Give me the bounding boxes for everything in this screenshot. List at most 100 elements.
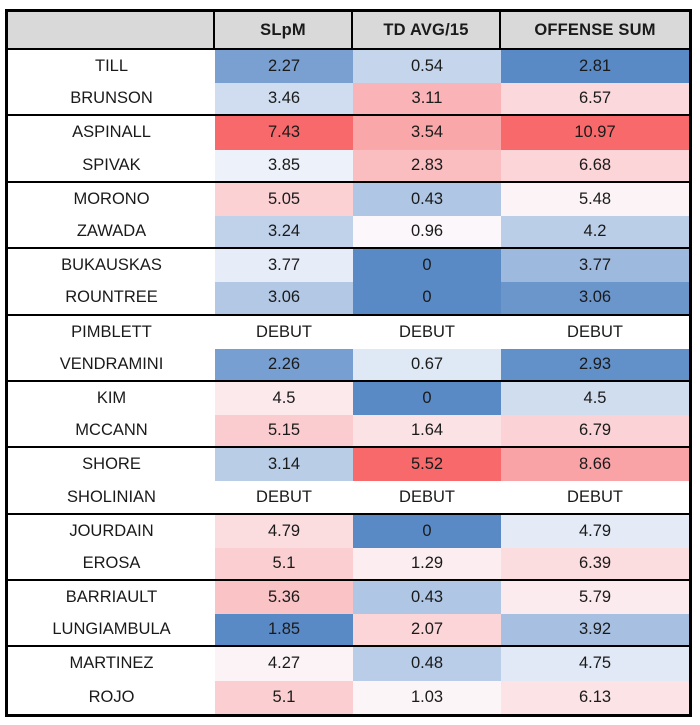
table-row: JOURDAIN 4.79 0 4.79 — [8, 514, 689, 548]
stat-cell[interactable]: DEBUT — [353, 481, 501, 513]
table-row: BUKAUSKAS 3.77 0 3.77 — [8, 249, 689, 283]
stat-cell[interactable]: 6.79 — [501, 415, 689, 447]
column-header-td-avg[interactable]: TD AVG/15 — [353, 12, 501, 48]
table-row: VENDRAMINI 2.26 0.67 2.93 — [8, 348, 689, 382]
fighter-name-cell[interactable]: JOURDAIN — [8, 514, 215, 548]
table-row: ASPINALL 7.43 3.54 10.97 — [8, 116, 689, 150]
stat-cell[interactable]: DEBUT — [215, 315, 353, 349]
fighter-name-cell[interactable]: BRUNSON — [8, 83, 215, 115]
stat-cell[interactable]: 5.05 — [215, 182, 353, 216]
fighter-name-cell[interactable]: KIM — [8, 381, 215, 416]
fighter-name-cell[interactable]: BUKAUSKAS — [8, 249, 215, 283]
stat-cell[interactable]: 3.11 — [353, 83, 501, 115]
fighter-name-cell[interactable]: PIMBLETT — [8, 315, 215, 349]
stat-cell[interactable]: 0.43 — [353, 182, 501, 216]
stat-cell[interactable]: 3.06 — [501, 282, 689, 314]
fighter-name-cell[interactable]: SPIVAK — [8, 149, 215, 181]
stat-cell[interactable]: DEBUT — [215, 481, 353, 513]
stat-cell[interactable]: 2.81 — [501, 50, 689, 84]
fighter-name-cell[interactable]: ROJO — [8, 680, 215, 714]
stat-cell[interactable]: 7.43 — [215, 116, 353, 150]
fighter-name-cell[interactable]: ZAWADA — [8, 215, 215, 248]
stat-cell[interactable]: 0 — [353, 249, 501, 283]
stat-cell[interactable]: DEBUT — [501, 315, 689, 349]
stat-cell[interactable]: 5.1 — [215, 680, 353, 714]
stat-cell[interactable]: 0 — [353, 282, 501, 314]
table-row: PIMBLETT DEBUT DEBUT DEBUT — [8, 315, 689, 349]
fighter-name-cell[interactable]: ASPINALL — [8, 116, 215, 150]
column-header-offense-sum[interactable]: OFFENSE SUM — [501, 12, 689, 48]
fighter-name-cell[interactable]: EROSA — [8, 547, 215, 579]
stat-cell[interactable]: 1.03 — [353, 680, 501, 714]
stat-cell[interactable]: 2.07 — [353, 614, 501, 646]
stat-cell[interactable]: 0.67 — [353, 348, 501, 380]
stat-cell[interactable]: 6.68 — [501, 149, 689, 181]
stat-cell[interactable]: 3.92 — [501, 614, 689, 646]
stat-cell[interactable]: 4.79 — [215, 514, 353, 548]
fighter-name-cell[interactable]: SHORE — [8, 448, 215, 482]
stat-cell[interactable]: 3.54 — [353, 116, 501, 150]
stat-cell[interactable]: 4.5 — [215, 381, 353, 416]
stat-cell[interactable]: 3.14 — [215, 448, 353, 482]
stat-cell[interactable]: 3.77 — [501, 249, 689, 283]
stat-cell[interactable]: 5.48 — [501, 182, 689, 216]
stat-cell[interactable]: 0 — [353, 381, 501, 416]
table-row: MARTINEZ 4.27 0.48 4.75 — [8, 647, 689, 681]
stat-cell[interactable]: 1.85 — [215, 614, 353, 646]
stat-cell[interactable]: 6.39 — [501, 547, 689, 579]
table-row: BARRIAULT 5.36 0.43 5.79 — [8, 581, 689, 615]
fighter-name-cell[interactable]: SHOLINIAN — [8, 481, 215, 513]
stat-cell[interactable]: 3.85 — [215, 149, 353, 181]
stat-cell[interactable]: 5.15 — [215, 415, 353, 447]
stat-cell[interactable]: 5.79 — [501, 581, 689, 615]
column-header-slpm[interactable]: SLpM — [215, 12, 353, 48]
stat-cell[interactable]: 0 — [353, 514, 501, 548]
fighter-name-cell[interactable]: BARRIAULT — [8, 581, 215, 615]
stat-cell[interactable]: 1.29 — [353, 547, 501, 579]
fighter-name-cell[interactable]: MARTINEZ — [8, 647, 215, 681]
stat-cell[interactable]: 2.83 — [353, 149, 501, 181]
stat-cell[interactable]: 8.66 — [501, 448, 689, 482]
table-row: KIM 4.5 0 4.5 — [8, 381, 689, 416]
stat-cell[interactable]: DEBUT — [353, 315, 501, 349]
stat-cell[interactable]: 3.77 — [215, 249, 353, 283]
table-body: TILL 2.27 0.54 2.81 BRUNSON 3.46 3.11 6.57 ASPIN… — [8, 50, 689, 714]
fighter-name-cell[interactable]: ROUNTREE — [8, 282, 215, 314]
stat-cell[interactable]: 0.54 — [353, 50, 501, 84]
stat-cell[interactable]: DEBUT — [501, 481, 689, 513]
fighter-name-cell[interactable]: MORONO — [8, 182, 215, 216]
table-row: MORONO 5.05 0.43 5.48 — [8, 182, 689, 216]
stat-cell[interactable]: 0.43 — [353, 581, 501, 615]
fighter-name-cell[interactable]: TILL — [8, 50, 215, 84]
stat-cell[interactable]: 6.57 — [501, 83, 689, 115]
stat-cell[interactable]: 5.52 — [353, 448, 501, 482]
stat-cell[interactable]: 6.13 — [501, 680, 689, 714]
stats-table: SLpM TD AVG/15 OFFENSE SUM TILL 2.27 0.54 2… — [5, 9, 692, 717]
stat-cell[interactable]: 3.24 — [215, 215, 353, 248]
stat-cell[interactable]: 10.97 — [501, 116, 689, 150]
stat-cell[interactable]: 5.36 — [215, 581, 353, 615]
stat-cell[interactable]: 3.06 — [215, 282, 353, 314]
fighter-name-cell[interactable]: VENDRAMINI — [8, 348, 215, 380]
stat-cell[interactable]: 0.96 — [353, 215, 501, 248]
fighter-name-cell[interactable]: MCCANN — [8, 415, 215, 447]
fighter-name-cell[interactable]: LUNGIAMBULA — [8, 614, 215, 646]
stat-cell[interactable]: 4.2 — [501, 215, 689, 248]
stat-cell[interactable]: 4.27 — [215, 647, 353, 681]
stat-cell[interactable]: 4.79 — [501, 514, 689, 548]
table-row: EROSA 5.1 1.29 6.39 — [8, 547, 689, 581]
stat-cell[interactable]: 2.26 — [215, 348, 353, 380]
stat-cell[interactable]: 0.48 — [353, 647, 501, 681]
table-row: TILL 2.27 0.54 2.81 — [8, 50, 689, 84]
stat-cell[interactable]: 1.64 — [353, 415, 501, 447]
table-row: SHORE 3.14 5.52 8.66 — [8, 448, 689, 482]
stat-cell[interactable]: 3.46 — [215, 83, 353, 115]
stat-cell[interactable]: 4.75 — [501, 647, 689, 681]
corner-header-cell[interactable] — [8, 12, 215, 48]
stat-cell[interactable]: 2.27 — [215, 50, 353, 84]
stat-cell[interactable]: 4.5 — [501, 381, 689, 416]
table-header-row: SLpM TD AVG/15 OFFENSE SUM — [8, 12, 689, 50]
stat-cell[interactable]: 5.1 — [215, 547, 353, 579]
stat-cell[interactable]: 2.93 — [501, 348, 689, 380]
